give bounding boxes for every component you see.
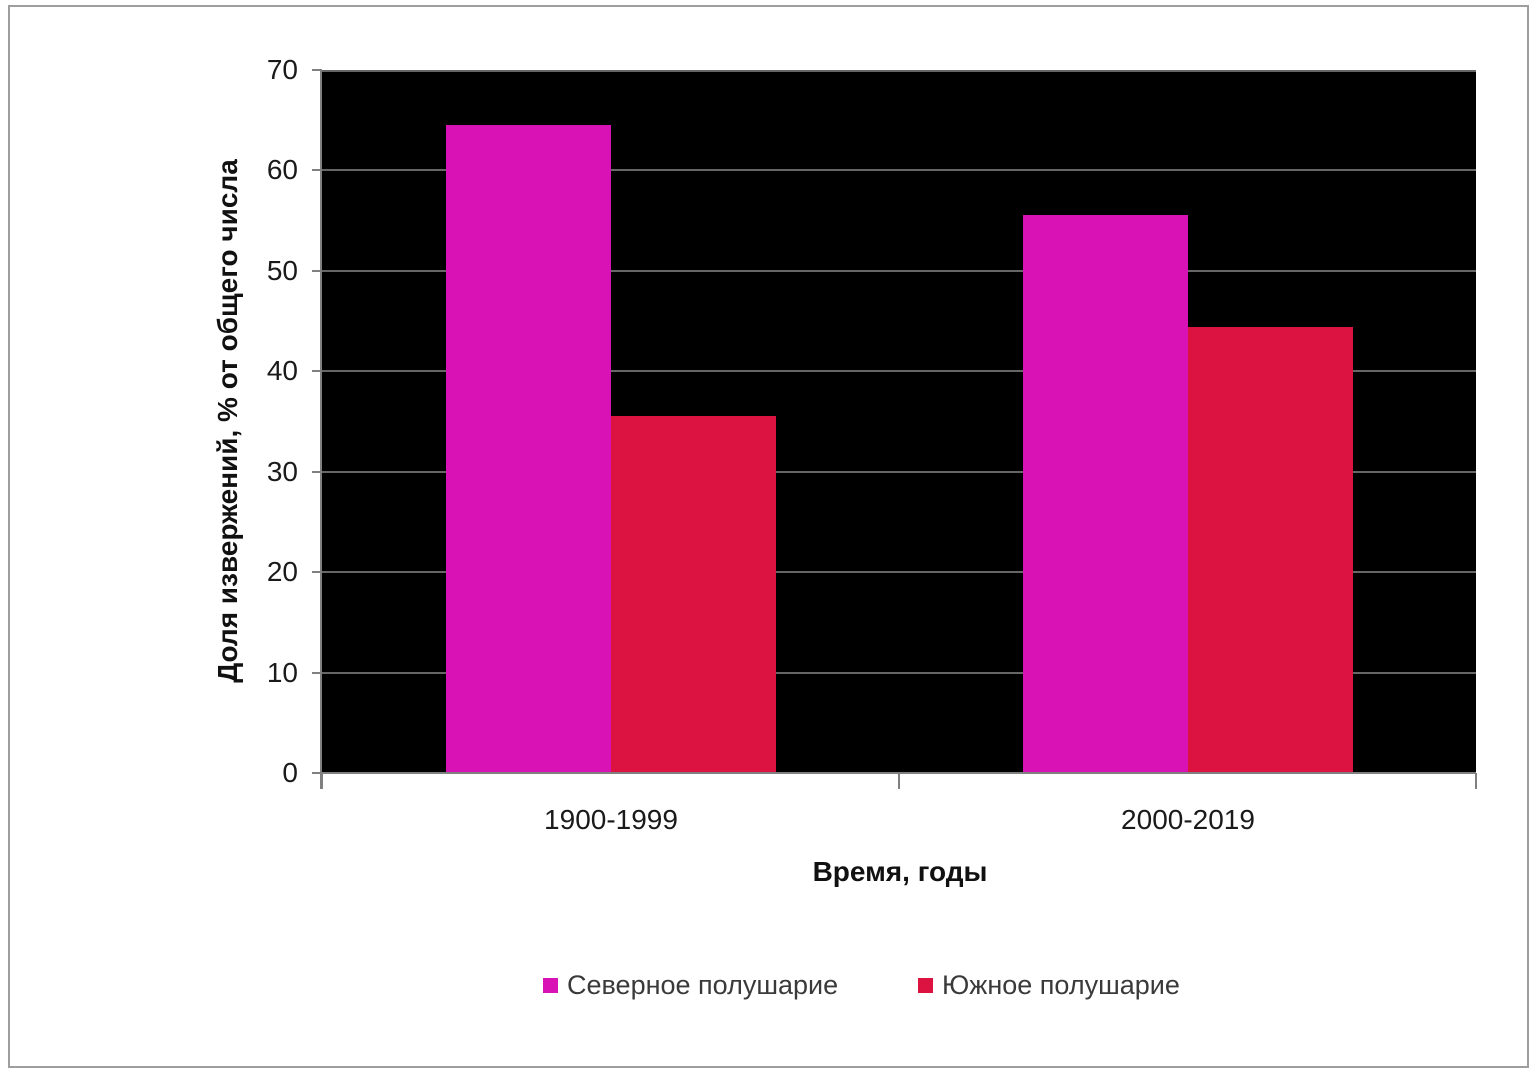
x-tick-mark-2 xyxy=(1475,773,1477,789)
y-tick-mark-70 xyxy=(312,69,322,71)
gridline-y-30 xyxy=(322,470,1476,473)
y-tick-mark-10 xyxy=(312,671,322,674)
y-tick-label-30: 30 xyxy=(266,455,298,487)
y-tick-mark-30 xyxy=(312,470,322,473)
gridline-y-70 xyxy=(322,70,1476,72)
legend-label-northern-hemisphere: Северное полушарие xyxy=(567,969,839,1000)
gridline-y-40 xyxy=(322,370,1476,373)
y-tick-label-20: 20 xyxy=(266,556,298,588)
y-tick-mark-50 xyxy=(312,269,322,272)
y-tick-mark-20 xyxy=(312,571,322,574)
gridline-y-60 xyxy=(322,169,1476,172)
y-tick-label-0: 0 xyxy=(282,757,298,788)
x-axis-line xyxy=(312,772,1476,774)
bar-series-1-category-0 xyxy=(610,416,776,773)
legend-item-northern-hemisphere: Северное полушарие xyxy=(543,970,838,1000)
y-axis-line xyxy=(320,69,322,789)
bar-series-1-category-1 xyxy=(1187,327,1353,773)
gridline-y-50 xyxy=(322,269,1476,272)
x-tick-mark-0 xyxy=(321,773,323,789)
y-tick-label-40: 40 xyxy=(266,355,298,387)
y-tick-mark-40 xyxy=(312,370,322,373)
category-label-2000-2019: 2000-2019 xyxy=(1121,804,1255,835)
y-tick-label-70: 70 xyxy=(266,54,298,85)
legend-item-southern-hemisphere: Южное полушарие xyxy=(918,970,1180,1000)
legend-label-southern-hemisphere: Южное полушарие xyxy=(942,969,1180,1000)
y-axis-title: Доля извержений, % от общего числа xyxy=(212,159,243,683)
y-tick-mark-0 xyxy=(312,772,322,774)
gridline-y-20 xyxy=(322,571,1476,574)
x-tick-mark-1 xyxy=(898,773,900,789)
y-tick-label-10: 10 xyxy=(266,656,298,688)
legend-marker-northern-hemisphere-icon xyxy=(543,977,558,993)
y-tick-label-60: 60 xyxy=(266,154,298,186)
gridline-y-10 xyxy=(322,671,1476,674)
y-tick-mark-60 xyxy=(312,169,322,172)
legend-marker-southern-hemisphere-icon xyxy=(918,977,933,993)
y-tick-label-50: 50 xyxy=(266,254,298,286)
plot-area xyxy=(322,70,1476,773)
x-axis-title: Время, годы xyxy=(812,856,988,887)
bar-series-0-category-0 xyxy=(445,125,611,773)
bar-series-0-category-1 xyxy=(1022,214,1188,773)
category-label-1900-1999: 1900-1999 xyxy=(544,804,678,835)
